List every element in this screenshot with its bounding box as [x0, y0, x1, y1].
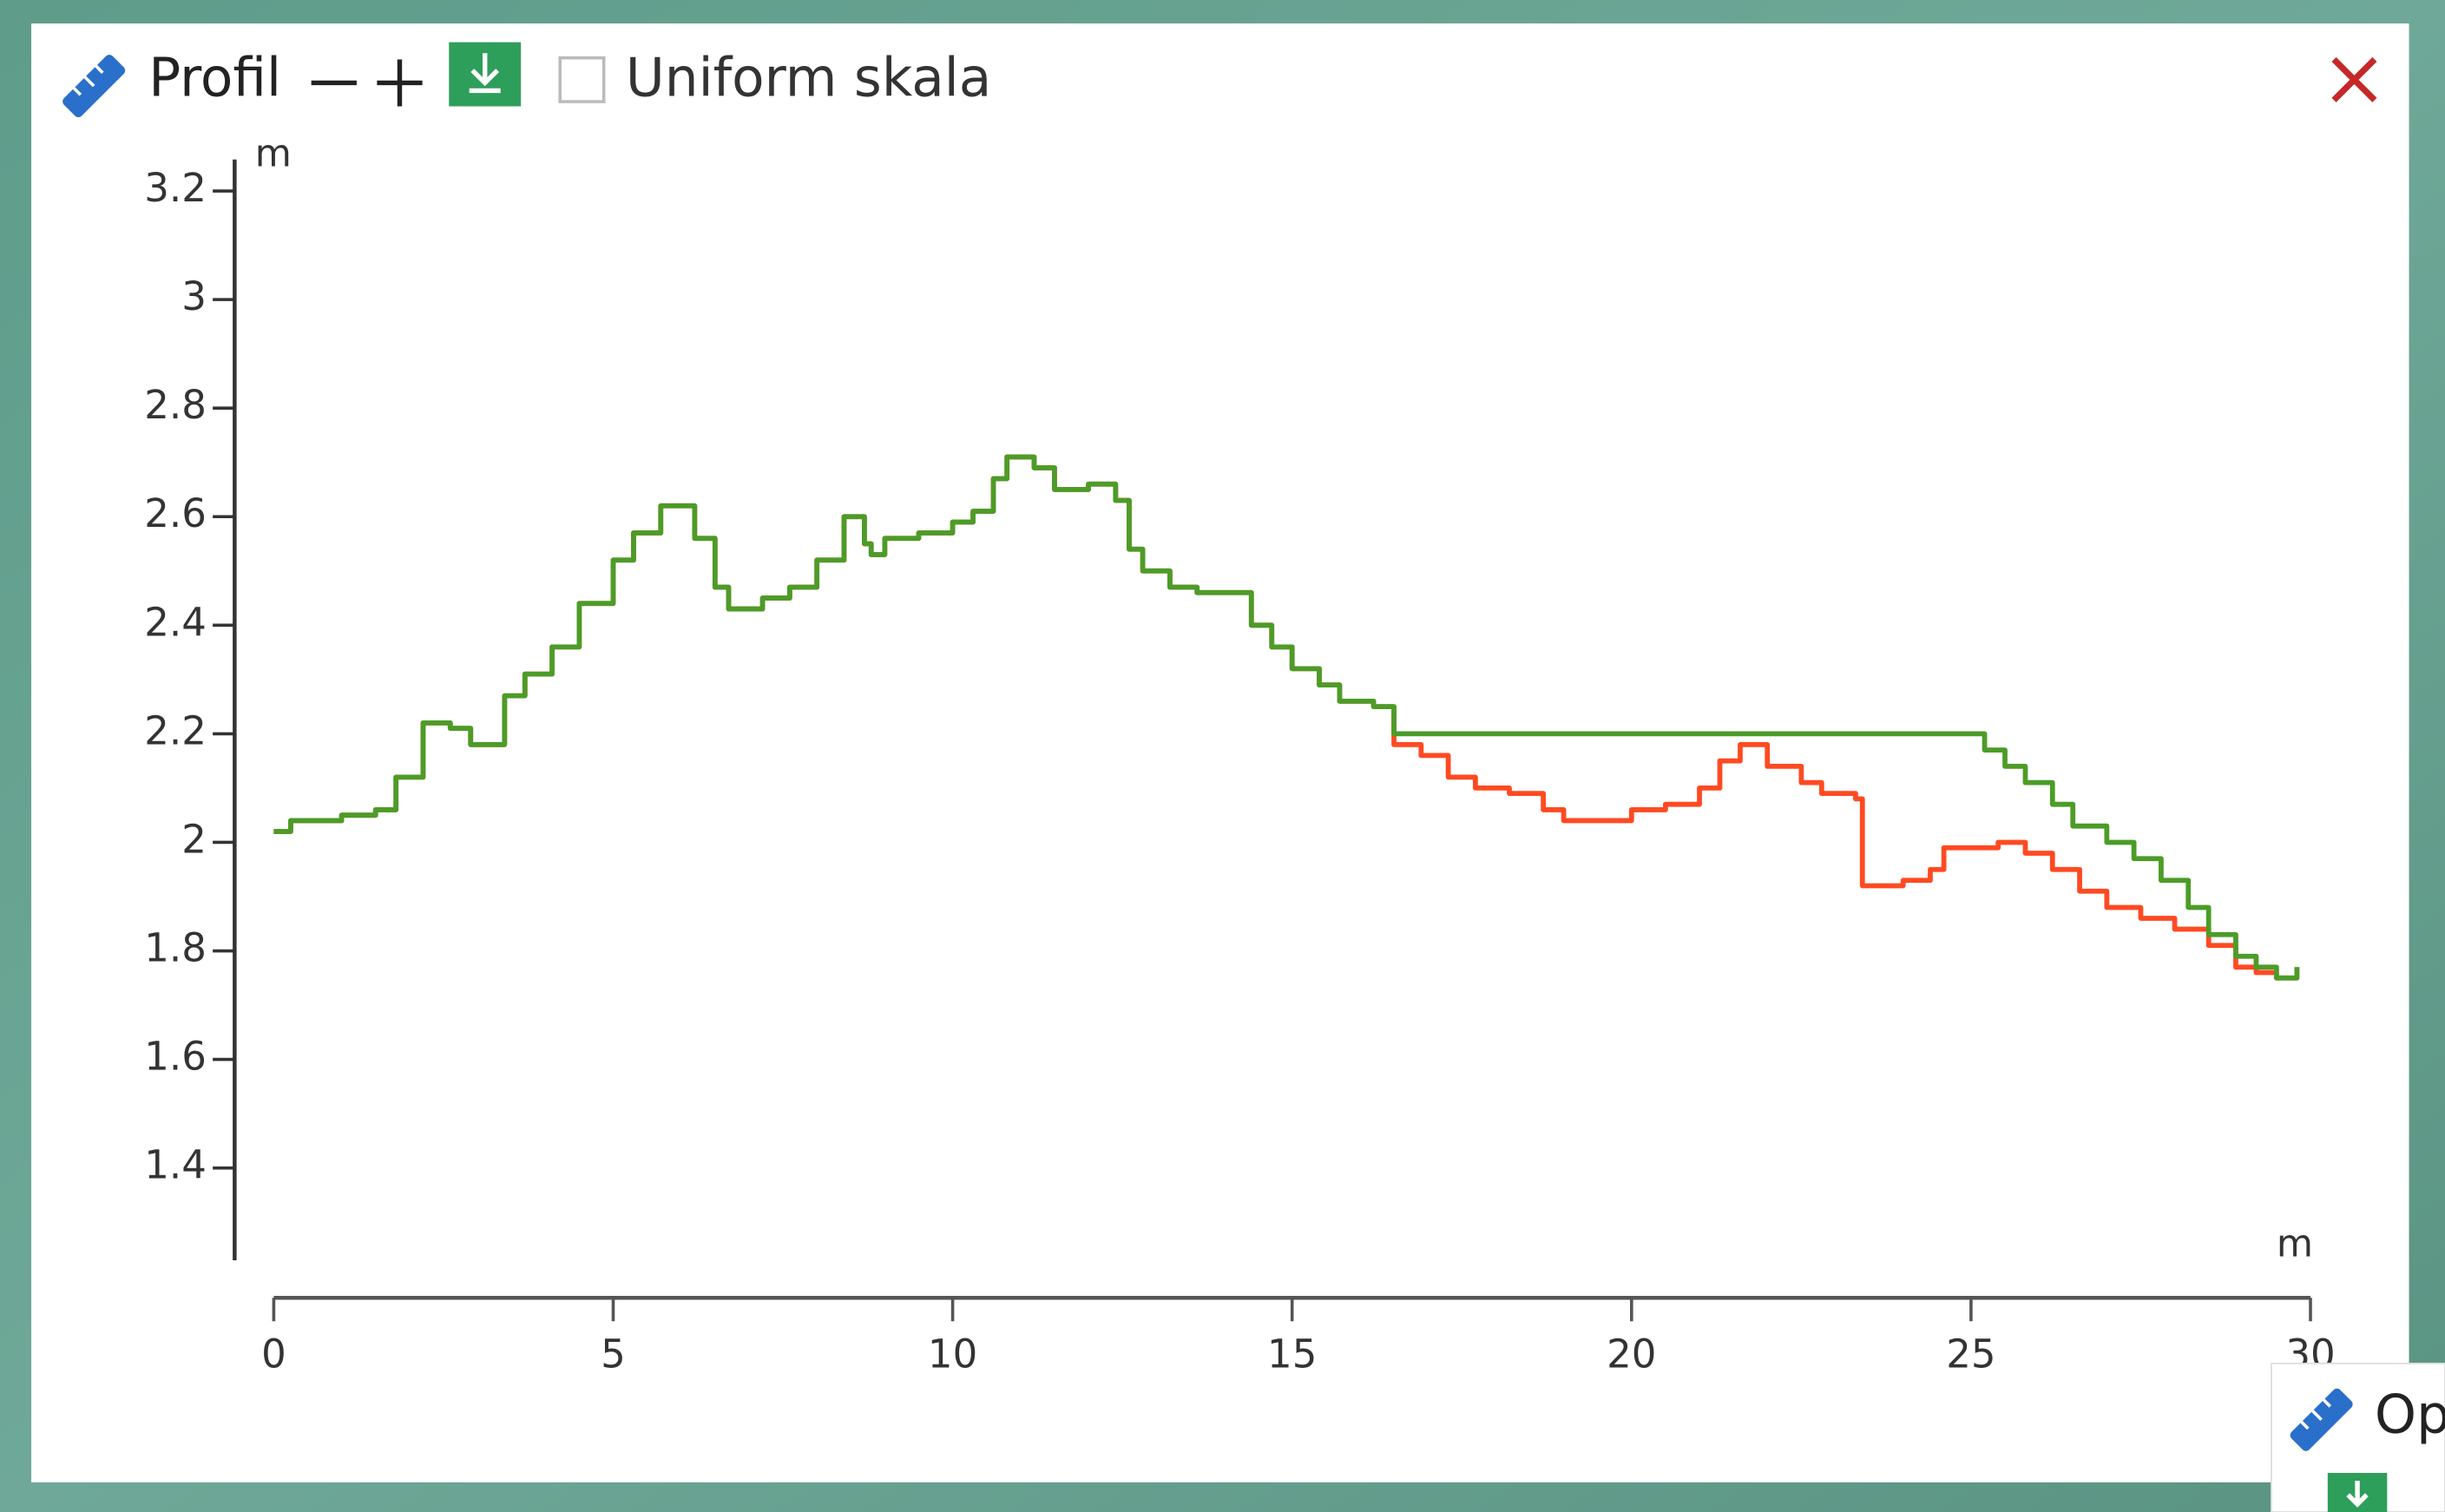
y-tick-label: 2.8 — [144, 382, 207, 428]
y-tick-label: 1.6 — [144, 1034, 207, 1080]
x-tick-label: 10 — [928, 1331, 977, 1377]
y-tick-label: 3 — [181, 273, 207, 319]
close-button[interactable] — [2331, 56, 2377, 102]
download-button[interactable] — [449, 42, 522, 107]
y-tick-label: 1.4 — [144, 1142, 207, 1188]
checkbox-label: Uniform skala — [626, 47, 991, 108]
x-tick-label: 0 — [261, 1331, 286, 1377]
y-tick-label: 2.4 — [144, 599, 207, 645]
zoom-in-button[interactable] — [377, 59, 423, 107]
uniform-scale-checkbox[interactable] — [558, 56, 606, 103]
other-download-button[interactable] — [2327, 1472, 2388, 1512]
other-panel: Op — [2271, 1362, 2445, 1512]
profile-chart: m1.41.61.822.22.42.62.833.2m0 5 10 15 20 25 30 — [144, 133, 2335, 1377]
y-tick-label: 3.2 — [144, 165, 207, 211]
profile-panel — [31, 23, 2409, 1482]
ruler-icon — [62, 55, 126, 118]
y-tick-label: 2.6 — [144, 490, 207, 536]
profile-line — [273, 454, 2300, 981]
x-tick-label: 5 — [601, 1331, 626, 1377]
x-tick-label: 25 — [1946, 1331, 1995, 1377]
x-axis-label: m — [2277, 1222, 2313, 1265]
x-tick-label: 20 — [1607, 1331, 1656, 1377]
y-axis-label: m — [255, 133, 292, 176]
y-tick-label: 1.8 — [144, 925, 207, 971]
panel-title: Profil — [148, 47, 281, 108]
x-tick-label: 15 — [1267, 1331, 1317, 1377]
y-tick-label: 2 — [181, 816, 207, 862]
y-tick-label: 2.2 — [144, 707, 207, 753]
ruler-icon — [2290, 1388, 2353, 1451]
other-panel-title: Op — [2375, 1384, 2445, 1446]
